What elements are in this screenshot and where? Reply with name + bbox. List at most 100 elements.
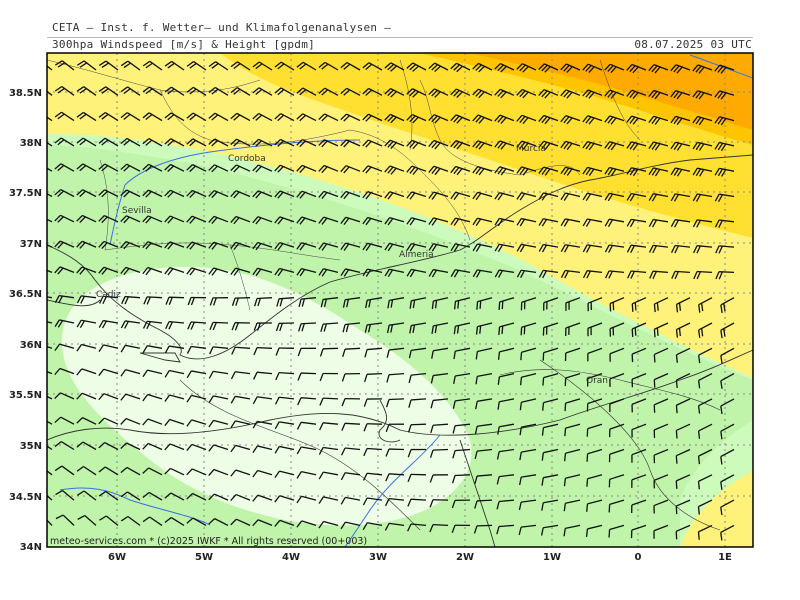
wind-barb <box>98 163 119 172</box>
wind-barb <box>720 347 735 364</box>
wind-barb <box>385 423 405 433</box>
wind-barb <box>587 347 603 362</box>
wind-barb <box>340 268 361 277</box>
wind-barb <box>586 499 603 512</box>
wind-barb <box>230 215 251 225</box>
wind-barb <box>54 294 75 304</box>
wind-barb <box>55 60 75 71</box>
wind-barb <box>120 86 141 96</box>
lat-label: 35.5N <box>9 390 42 401</box>
wind-barb <box>428 268 449 278</box>
wind-barb <box>560 89 581 99</box>
wind-barb <box>47 269 53 274</box>
wind-barb <box>77 514 97 526</box>
wind-barb <box>208 419 229 428</box>
wind-barb <box>586 423 603 437</box>
wind-barb <box>474 499 493 509</box>
spain-coastline <box>47 154 753 360</box>
wind-barb <box>143 296 163 305</box>
wind-barb <box>670 115 691 126</box>
wind-barb <box>164 394 185 402</box>
wind-barb <box>520 347 537 361</box>
wind-barb <box>318 113 339 122</box>
wind-barb <box>406 217 427 226</box>
wind-barb <box>451 474 471 484</box>
wind-barb <box>475 372 493 385</box>
wind-barb <box>47 321 53 324</box>
wind-barb <box>472 140 493 150</box>
wind-barb <box>450 191 471 201</box>
wind-barb <box>519 448 537 461</box>
wind-barb <box>670 64 691 74</box>
wind-barb <box>542 372 559 386</box>
wind-barb <box>164 86 185 96</box>
wind-barb <box>675 423 691 439</box>
wind-barb <box>496 524 515 535</box>
wind-barb <box>450 88 471 98</box>
wind-barb <box>252 267 273 277</box>
wind-barb <box>342 347 361 358</box>
wind-barb <box>76 60 97 71</box>
wind-barb <box>274 138 295 147</box>
wind-barb <box>451 499 471 509</box>
wind-barb <box>675 474 691 489</box>
wind-barb <box>538 218 559 227</box>
wind-barb <box>720 499 735 516</box>
wind-barb <box>76 214 97 223</box>
gibraltar-strait <box>139 352 181 363</box>
wind-barb <box>231 322 251 331</box>
wind-barb <box>698 347 713 364</box>
wind-barb <box>675 398 691 414</box>
wind-barb <box>120 344 141 353</box>
wind-barb <box>297 347 317 357</box>
wind-barb <box>494 140 515 150</box>
lon-label: 1E <box>718 552 732 563</box>
wind-barb <box>714 141 735 152</box>
wind-barb <box>406 62 427 72</box>
wind-barb <box>648 89 669 100</box>
wind-barb <box>47 65 53 71</box>
wind-barb <box>565 322 581 336</box>
wind-barb <box>340 216 361 226</box>
wind-barb <box>98 441 119 451</box>
wind-barb <box>186 517 207 526</box>
wind-barb <box>720 297 735 313</box>
wind-barb <box>47 370 53 375</box>
wind-barb <box>164 516 185 526</box>
wind-barb <box>142 320 163 330</box>
wind-barb <box>697 448 713 465</box>
wind-barb <box>164 369 185 378</box>
wind-barb <box>494 88 515 99</box>
wind-barb <box>520 297 537 311</box>
wind-barb <box>120 515 141 526</box>
wind-barb <box>384 62 405 72</box>
wind-barb <box>296 242 317 251</box>
wind-barb <box>450 269 471 278</box>
wind-barb <box>538 269 559 279</box>
wind-barb <box>230 241 251 251</box>
wind-barb <box>76 465 97 476</box>
wind-barb <box>274 470 295 479</box>
wind-barb <box>520 322 537 336</box>
wind-barb <box>230 371 251 380</box>
wind-barb <box>296 470 317 479</box>
wind-barb <box>720 524 735 541</box>
wind-barb <box>340 190 361 200</box>
wind-barb <box>362 165 383 174</box>
lat-label: 34.5N <box>9 492 42 503</box>
wind-barb <box>365 297 383 309</box>
wind-barb <box>340 165 361 174</box>
wind-barb <box>720 423 735 440</box>
wind-barb <box>407 448 427 458</box>
wind-barb <box>319 397 339 406</box>
wind-barb <box>76 319 97 329</box>
wind-barb <box>276 297 295 307</box>
wind-barb <box>653 297 669 313</box>
wind-barb <box>626 244 647 254</box>
wind-barb <box>142 516 163 526</box>
wind-barb <box>586 448 603 462</box>
wind-barb <box>186 61 207 71</box>
wind-speed-bands <box>47 53 753 547</box>
wind-barb <box>47 395 53 400</box>
wind-barb <box>209 321 229 331</box>
